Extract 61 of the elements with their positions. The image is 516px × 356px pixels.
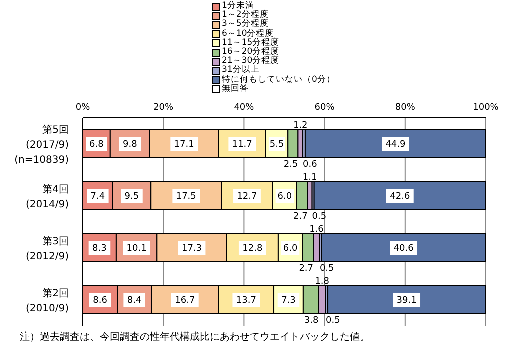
data-label: 0.5 [320,264,334,274]
data-label: 0.5 [312,212,327,222]
bar [304,130,486,158]
x-tick-label: 80% [395,103,416,113]
data-label: 44.9 [386,140,406,150]
legend-label: 11～15分程度 [221,38,281,48]
data-label: 1.6 [310,225,324,235]
data-label: 1.8 [315,277,330,287]
data-label: 17.3 [182,244,202,254]
data-label: 12.7 [237,192,258,202]
data-label: 11.7 [232,140,252,150]
data-label: 1.1 [302,173,318,183]
legend-label: 21～30分程度 [221,56,281,66]
data-label: 6.0 [283,244,298,254]
data-label: 1.2 [293,121,308,131]
data-label: 10.1 [126,244,147,254]
legend-label: 3～5分程度 [221,19,269,30]
data-label: 0.5 [326,316,340,326]
bar [314,182,486,210]
data-label: 7.3 [282,296,296,306]
legend-label: 6～10分程度 [221,28,274,39]
data-label: 39.1 [396,296,417,306]
bar [321,234,486,262]
data-label: 8.3 [92,244,107,254]
x-tick-label: 20% [154,103,174,113]
legend-label: 1分未満 [221,1,254,11]
data-label: 2.7 [294,212,308,222]
y-tick-label: 第5回 (2017/9) (n=10839) [14,124,70,166]
data-label: 2.7 [299,264,314,274]
data-label: 3.8 [304,316,320,326]
data-label: 5.5 [270,140,284,150]
data-label: 17.5 [176,192,196,202]
data-label: 8.4 [127,296,142,306]
bar [328,286,486,314]
legend-label: 16～20分程度 [221,47,281,58]
legend-label: 31分以上 [221,65,261,76]
legend-label: 1～2分程度 [221,10,270,20]
data-label: 16.7 [175,296,196,306]
y-tick-label: 第3回 (2012/9) [26,236,70,262]
y-tick-label: 第2回 (2010/9) [26,288,70,314]
data-label: 8.6 [93,296,108,306]
data-label: 12.8 [242,244,263,254]
legend-label: 無回答 [221,84,250,94]
x-tick-label: 40% [234,103,255,113]
data-label: 2.5 [284,160,298,170]
legend-label: 特に何もしていない（0分） [221,74,336,85]
data-label: 40.6 [394,244,414,254]
data-label: 6.0 [278,192,292,202]
data-label: 6.8 [90,140,104,150]
x-tick-label: 0% [76,103,91,113]
data-label: 9.8 [122,140,138,150]
data-label: 13.7 [236,296,256,306]
data-label: 9.5 [124,192,140,202]
text: 注）過去調査は、今回調査の性年代構成比にあわせてウエイトバックした値。 [20,330,370,344]
data-label: 17.1 [174,140,194,150]
data-label: 42.6 [390,192,410,202]
data-label: 0.6 [303,160,318,170]
data-label: 7.4 [90,192,106,202]
x-tick-label: 60% [314,103,336,113]
x-tick-label: 100% [473,103,500,113]
y-tick-label: 第4回 (2014/9) [26,184,70,210]
